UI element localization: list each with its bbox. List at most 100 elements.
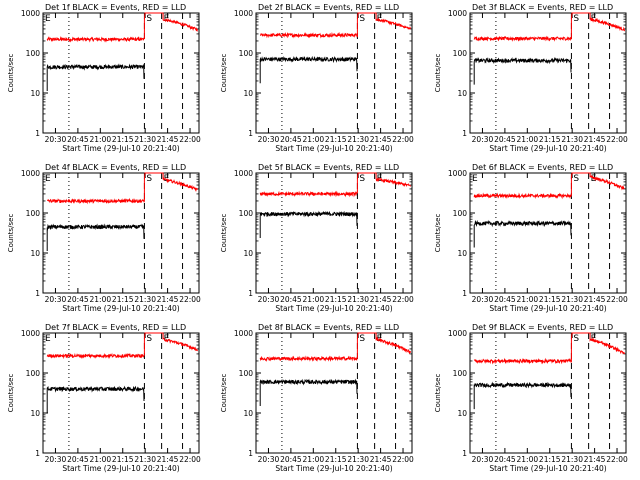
x-tick-label: 21:15 [325,295,347,304]
y-tick-label: 100 [453,369,468,378]
x-tick-label: 21:00 [517,295,539,304]
x-tick-label: 21:15 [539,455,561,464]
plot-frame [469,332,627,454]
x-tick-label: 21:00 [517,135,539,144]
x-tick-label: 20:30 [45,455,67,464]
panel-title: Det 7f BLACK = Events, RED = LLD [45,323,186,332]
y-axis-label: Counts/sec [434,374,442,413]
panel-det-3: Det 3f BLACK = Events, RED = LLD 1 10 100 10… [434,3,628,153]
plot-frame [255,332,413,454]
panel-title: Det 9f BLACK = Events, RED = LLD [472,323,613,332]
panel-det-4: Det 4f BLACK = Events, RED = LLD 1 10 100 10… [7,163,201,313]
panel-det-8: Det 8f BLACK = Events, RED = LLD 1 10 100 10… [220,323,414,473]
y-tick-label: 1000 [234,9,253,18]
series-lld-red [259,332,411,363]
y-tick-label: 10 [243,409,253,418]
plot-frame [255,12,413,134]
x-tick-label: 21:15 [112,295,134,304]
x-tick-label: 21:45 [370,455,392,464]
annotation-label: E [45,174,51,184]
x-tick-label: 21:15 [112,455,134,464]
x-tick-label: 21:45 [157,295,179,304]
annotation-label: S [146,14,152,24]
x-tick-label: 22:00 [606,295,628,304]
y-tick-label: 1 [462,129,467,138]
y-tick-label: 10 [30,409,40,418]
x-tick-label: 20:30 [45,135,67,144]
x-axis-label: Start Time (29-Jul-10 20:21:40) [62,464,179,473]
x-tick-label: 21:15 [539,135,561,144]
x-tick-label: 21:45 [584,135,606,144]
x-tick-label: 21:30 [134,135,156,144]
x-tick-label: 22:00 [392,135,414,144]
y-tick-label: 100 [239,209,254,218]
panel-det-7: Det 7f BLACK = Events, RED = LLD 1 10 100 10… [7,323,201,473]
series-events-black [259,210,358,238]
x-axis-label: Start Time (29-Jul-10 20:21:40) [62,304,179,313]
annotation-label: E [591,334,597,344]
y-tick-label: 10 [243,89,253,98]
x-tick-label: 21:30 [561,135,583,144]
plot-frame [42,12,200,134]
x-tick-label: 20:30 [472,455,494,464]
x-tick-label: 21:00 [90,295,112,304]
y-tick-label: 10 [30,89,40,98]
x-axis-label: Start Time (29-Jul-10 20:21:40) [62,144,179,153]
x-tick-label: 21:45 [370,135,392,144]
y-tick-label: 1000 [234,329,253,338]
x-tick-label: 21:00 [90,455,112,464]
y-tick-label: 10 [30,249,40,258]
y-tick-label: 100 [26,369,41,378]
x-tick-label: 21:00 [90,135,112,144]
annotation-label: E [472,174,478,184]
series-lld-red [259,172,411,198]
x-tick-label: 20:45 [67,295,89,304]
y-tick-label: 1000 [448,329,467,338]
x-tick-label: 22:00 [606,455,628,464]
y-tick-label: 100 [453,49,468,58]
x-tick-label: 20:30 [472,135,494,144]
panel-title: Det 8f BLACK = Events, RED = LLD [258,323,399,332]
panel-title: Det 6f BLACK = Events, RED = LLD [472,163,613,172]
series-lld-red [473,172,625,200]
y-tick-label: 100 [26,49,41,58]
annotation-label: S [359,174,365,184]
y-tick-label: 1000 [21,169,40,178]
x-tick-label: 21:45 [584,455,606,464]
y-axis-label: Counts/sec [220,54,228,93]
y-tick-label: 1 [248,129,253,138]
x-tick-label: 21:30 [347,455,369,464]
y-tick-label: 1 [35,129,40,138]
x-tick-label: 22:00 [392,455,414,464]
panel-title: Det 4f BLACK = Events, RED = LLD [45,163,186,172]
series-lld-red [473,12,625,42]
y-tick-label: 100 [26,209,41,218]
x-tick-label: 21:00 [303,295,325,304]
x-tick-label: 21:45 [157,455,179,464]
x-tick-label: 20:45 [494,135,516,144]
x-axis-label: Start Time (29-Jul-10 20:21:40) [275,304,392,313]
y-tick-label: 10 [243,249,253,258]
y-tick-label: 10 [457,409,467,418]
x-tick-label: 20:45 [67,455,89,464]
y-tick-label: 1000 [21,9,40,18]
x-tick-label: 20:45 [494,455,516,464]
x-tick-label: 22:00 [606,135,628,144]
x-tick-label: 20:30 [472,295,494,304]
x-tick-label: 22:00 [179,295,201,304]
y-tick-label: 1 [35,449,40,458]
series-events-black [46,63,145,91]
x-tick-label: 21:45 [157,135,179,144]
plot-frame [42,332,200,454]
y-tick-label: 1000 [448,9,467,18]
x-tick-label: 21:30 [347,135,369,144]
series-lld-red [46,332,198,360]
x-tick-label: 21:30 [347,295,369,304]
panel-det-6: Det 6f BLACK = Events, RED = LLD 1 10 100 10… [434,163,628,313]
plot-frame [469,12,627,134]
annotation-label: S [359,14,365,24]
x-tick-label: 20:45 [494,295,516,304]
y-tick-label: 1 [248,289,253,298]
